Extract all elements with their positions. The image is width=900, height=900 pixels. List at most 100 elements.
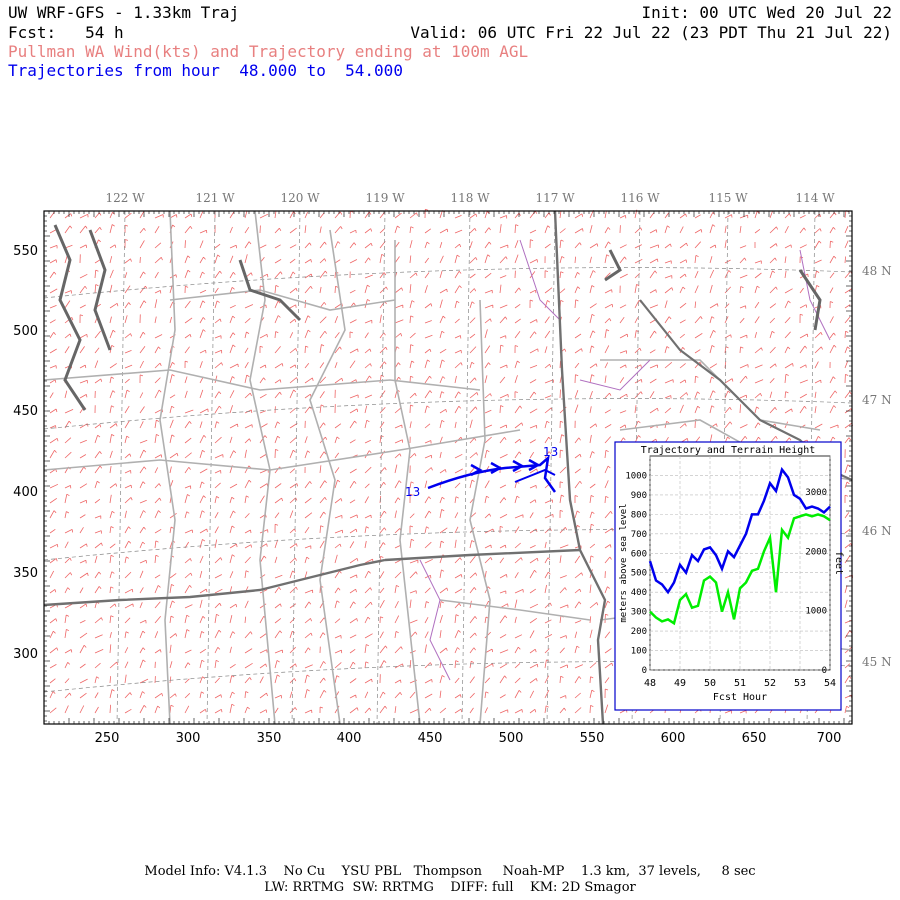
wind-barb [379, 314, 382, 324]
wind-barb [184, 705, 190, 714]
wind-barb [424, 303, 433, 309]
wind-barb [244, 331, 250, 339]
wind-barb [64, 572, 73, 579]
wind-barb [139, 406, 145, 414]
wind-barb [724, 710, 732, 714]
wind-barb [574, 242, 582, 249]
wind-barb [664, 287, 674, 294]
wind-barb [139, 619, 147, 624]
wind-barb [199, 300, 206, 309]
wind-barb [199, 599, 203, 609]
wind-barb [364, 466, 372, 474]
wind-barb [439, 228, 449, 234]
x-grid-label: 550 [580, 731, 605, 746]
wind-barb [244, 513, 250, 519]
wind-barb [679, 423, 687, 429]
wind-barb [349, 601, 356, 609]
wind-barb [739, 394, 747, 399]
wind-barb [754, 392, 762, 399]
wind-barb [364, 242, 373, 249]
wind-barb [379, 272, 387, 279]
wind-barb [319, 511, 326, 519]
wind-barb [274, 391, 282, 399]
wind-barb [304, 259, 312, 264]
longitude-gridline [116, 210, 126, 725]
wind-barb [499, 663, 508, 669]
wind-barb [259, 213, 269, 219]
wind-barb [64, 692, 72, 699]
wind-barb [124, 420, 130, 429]
wind-barb [244, 392, 252, 399]
wind-barb [79, 346, 85, 354]
wind-barb [439, 330, 445, 339]
wind-barb [169, 633, 178, 639]
wind-barb [559, 271, 564, 279]
wind-barb [454, 391, 461, 399]
wind-barb [64, 662, 71, 669]
wind-barb [514, 360, 520, 369]
wind-barb [544, 584, 547, 594]
wind-barb [319, 376, 327, 384]
wind-barb [409, 619, 418, 624]
wind-barb [574, 333, 582, 339]
model-info-line2: LW: RRTMG SW: RRTMG DIFF: full KM: 2D Sm… [264, 880, 636, 895]
wind-barb [724, 240, 727, 249]
wind-barb [304, 526, 310, 534]
wind-barb [529, 210, 538, 219]
inset-y-tick-label: 400 [631, 588, 647, 598]
wind-barb [439, 601, 444, 609]
wind-barb [679, 404, 684, 414]
wind-barb [844, 585, 848, 594]
wind-barb [139, 346, 146, 354]
wind-barb [604, 449, 609, 459]
wind-barb [544, 571, 551, 579]
wind-barb [709, 363, 718, 369]
wind-barb [289, 570, 296, 579]
wind-barb [124, 212, 132, 219]
county-boundary [43, 429, 521, 471]
wind-barb [229, 554, 235, 564]
wind-barb [49, 510, 57, 519]
wind-barb [184, 300, 191, 309]
wind-barb [784, 331, 791, 339]
map-frame [43, 210, 853, 725]
wind-barb [124, 333, 132, 339]
wind-barb [184, 376, 188, 384]
wind-barb [514, 616, 517, 624]
wind-barb [529, 512, 534, 519]
wind-barb [124, 389, 130, 399]
wind-barb [619, 244, 627, 249]
forecast-hour-label: Fcst: 54 h [8, 24, 124, 42]
wind-barb [79, 333, 88, 339]
wind-barb [454, 229, 463, 234]
wind-barb [229, 510, 236, 519]
wind-barb [394, 585, 400, 594]
wind-barb [544, 705, 549, 714]
wind-barb [229, 226, 233, 234]
wind-barb [349, 678, 357, 684]
wind-barb [124, 272, 128, 279]
wind-barb [424, 693, 433, 699]
wind-barb [169, 512, 177, 519]
wind-barb [244, 600, 249, 609]
wind-barb [469, 273, 476, 279]
wind-barb [829, 376, 836, 384]
wind-barb [439, 299, 443, 309]
wind-barb [49, 558, 58, 564]
wind-barb [394, 319, 404, 324]
wind-barb [424, 631, 429, 639]
wind-barb [799, 244, 807, 249]
wind-barb [349, 468, 357, 474]
wind-barb [694, 229, 703, 234]
wind-barb [844, 226, 849, 234]
wind-barb [229, 244, 237, 249]
wind-barb [379, 542, 386, 549]
wind-barb [679, 213, 687, 219]
wind-barb [544, 287, 553, 294]
wind-barb [139, 331, 146, 339]
wind-barb [559, 466, 567, 474]
inset-ylabel-right: feet [833, 551, 844, 575]
county-boundary [249, 210, 276, 725]
wind-barb [544, 436, 551, 444]
wind-barb [304, 545, 312, 549]
